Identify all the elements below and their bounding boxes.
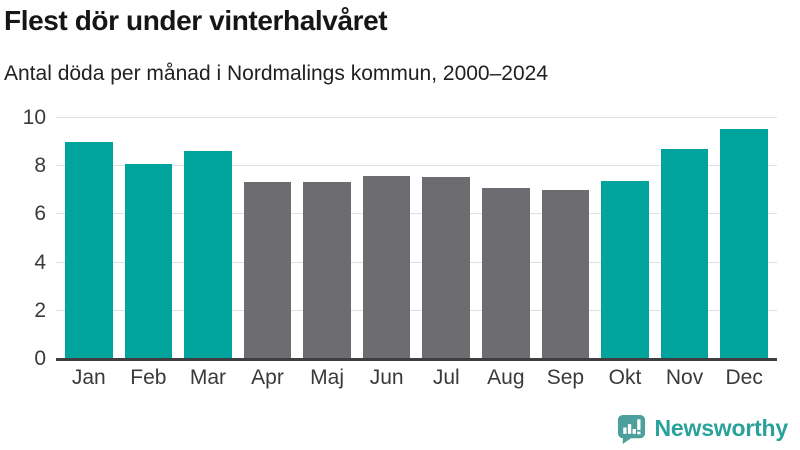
bar-apr bbox=[243, 181, 292, 359]
x-tick-label-aug: Aug bbox=[487, 366, 525, 389]
y-tick-label-4: 4 bbox=[34, 250, 46, 274]
newsworthy-logo: Newsworthy bbox=[616, 413, 788, 444]
y-tick-label-6: 6 bbox=[34, 202, 46, 226]
y-tick-label-8: 8 bbox=[34, 154, 46, 178]
plot-area bbox=[56, 117, 777, 361]
brand-name: Newsworthy bbox=[654, 415, 789, 441]
bar-dec bbox=[720, 128, 768, 359]
x-tick-label-nov: Nov bbox=[665, 366, 704, 389]
bar-jan bbox=[65, 142, 113, 359]
x-axis-labels: Jan Feb Mar Apr Maj Jun Jul Aug Sep Okt Nov Dec bbox=[56, 366, 777, 390]
bar-jun bbox=[362, 175, 411, 359]
bar-jul bbox=[422, 177, 471, 359]
gridline-4 bbox=[56, 261, 777, 263]
bar-sep bbox=[541, 190, 590, 359]
x-tick-label-feb: Feb bbox=[130, 366, 167, 389]
x-tick-label-apr: Apr bbox=[251, 366, 284, 389]
bar-series bbox=[56, 118, 777, 359]
bar-chart-speech-bubble-icon bbox=[617, 414, 645, 444]
x-tick-label-dec: Dec bbox=[725, 366, 763, 389]
bar-feb bbox=[124, 163, 173, 359]
x-tick-label-jul: Jul bbox=[432, 366, 460, 389]
chart-title: Flest dör under vinterhalvåret bbox=[4, 5, 388, 36]
bar-aug bbox=[482, 187, 530, 359]
gridline-10 bbox=[56, 117, 777, 118]
x-axis-line bbox=[56, 358, 777, 361]
chart-subtitle: Antal döda per månad i Nordmalings kommu… bbox=[4, 62, 549, 85]
y-tick-label-10: 10 bbox=[22, 106, 46, 129]
x-tick-label-maj: Maj bbox=[310, 366, 345, 389]
gridline-8 bbox=[56, 165, 777, 167]
bar-maj bbox=[303, 181, 351, 359]
y-tick-label-2: 2 bbox=[34, 298, 46, 322]
bar-okt bbox=[601, 180, 649, 359]
x-tick-label-sep: Sep bbox=[546, 366, 585, 389]
x-tick-label-mar: Mar bbox=[189, 366, 227, 389]
bar-mar bbox=[184, 150, 232, 359]
gridline-2 bbox=[56, 309, 777, 311]
y-tick-label-0: 0 bbox=[34, 347, 46, 370]
x-tick-label-jan: Jan bbox=[71, 366, 106, 389]
x-tick-label-jun: Jun bbox=[369, 366, 404, 389]
x-tick-label-okt: Okt bbox=[608, 366, 642, 389]
bar-nov bbox=[660, 149, 709, 359]
gridline-6 bbox=[56, 213, 777, 215]
